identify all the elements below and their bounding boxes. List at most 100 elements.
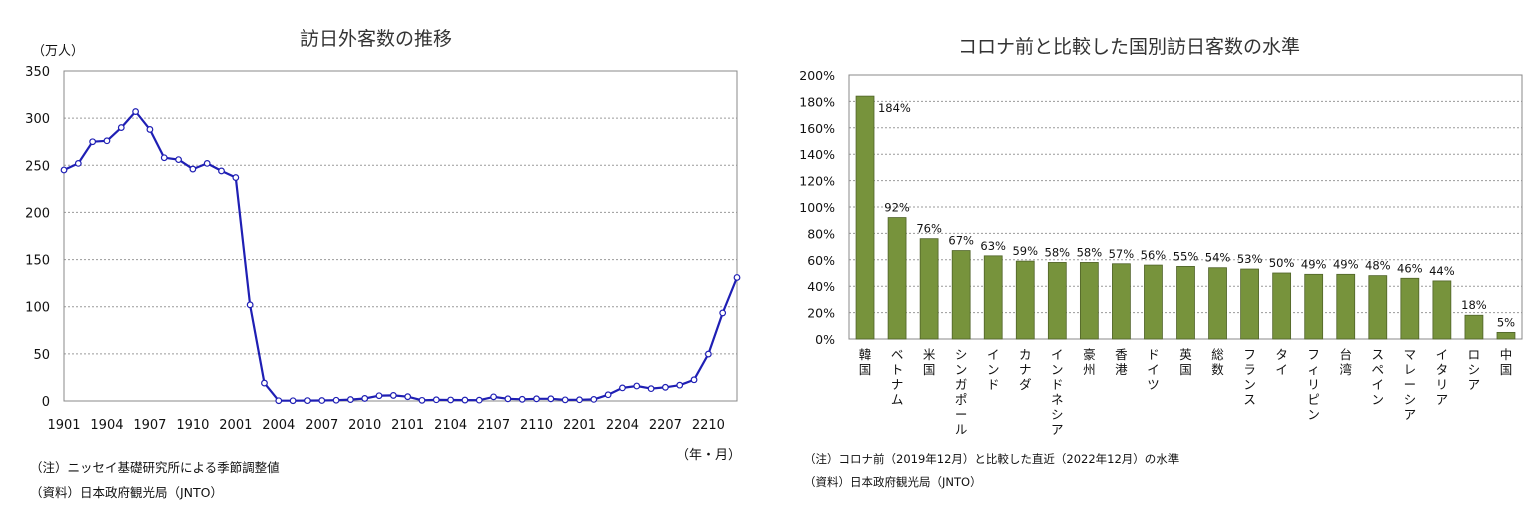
bar (1144, 264, 1163, 340)
data-label: 67% (948, 234, 974, 248)
data-point (447, 396, 455, 404)
bar (1272, 272, 1292, 340)
category-label: イタリア (1436, 347, 1449, 407)
data-point (647, 385, 655, 393)
data-point (389, 392, 397, 399)
bar (1368, 275, 1388, 340)
bar (1432, 280, 1452, 340)
y-tick-label: 300 (25, 112, 50, 127)
category-label: フランス (1243, 347, 1256, 407)
category-label: インド (987, 347, 1000, 392)
data-point (189, 165, 197, 173)
x-tick-label: 2110 (520, 418, 553, 433)
data-point (733, 274, 741, 281)
data-point (375, 392, 383, 400)
category-label: 英国 (1179, 347, 1192, 377)
right-chart-panel: コロナ前と比較した国別訪日客数の水準 0% 20% 40% 60% 80% 100% 120… (770, 0, 1537, 516)
y-tick-label: 250 (25, 159, 50, 174)
data-label: 53% (1237, 252, 1263, 266)
bar (1304, 273, 1324, 340)
y-tick-label: 350 (25, 65, 50, 80)
bar (919, 238, 939, 340)
category-label: タイ (1275, 347, 1288, 377)
data-point (633, 382, 641, 390)
y-tick-label: 0 (42, 395, 50, 410)
left-y-unit: （万人） (32, 44, 85, 59)
data-point (432, 396, 440, 404)
category-label: 中国 (1500, 347, 1513, 377)
data-label: 59% (1012, 244, 1038, 258)
data-label: 58% (1077, 245, 1103, 259)
y-tick-label: 180% (799, 94, 835, 109)
bar (983, 255, 1003, 340)
x-tick-label: 2007 (305, 418, 338, 433)
y-tick-label: 160% (799, 121, 835, 136)
data-label: 76% (916, 222, 942, 236)
y-tick-label: 50 (33, 348, 50, 363)
data-label: 63% (980, 239, 1006, 253)
data-label: 92% (884, 201, 910, 215)
bar (1208, 267, 1227, 340)
line-chart: 0 50 100 150 200 250 300 350 1901 1904 1907 1910 200… (25, 65, 741, 433)
x-tick-label: 2204 (606, 418, 639, 433)
bar (1336, 273, 1356, 340)
data-point (361, 395, 369, 402)
data-point (160, 154, 168, 162)
left-x-unit: （年・月） (676, 448, 742, 463)
category-label: 米国 (923, 347, 936, 377)
bar (1015, 260, 1035, 340)
x-tick-label: 2210 (692, 418, 725, 433)
bar (1176, 265, 1195, 340)
y-tick-label: 100 (25, 301, 50, 316)
x-tick-label: 1910 (176, 418, 209, 433)
data-point (418, 396, 426, 404)
x-tick-label: 2004 (262, 418, 295, 433)
data-point (232, 174, 240, 181)
left-chart-panel: 訪日外客数の推移 （万人） 0 50 100 150 200 250 300 350 1901 1… (0, 0, 760, 516)
data-point (590, 395, 598, 403)
y-tick-label: 100% (799, 200, 835, 215)
data-point (304, 397, 311, 405)
data-point (533, 395, 540, 403)
data-point (475, 396, 483, 404)
category-label: 台湾 (1339, 347, 1352, 377)
data-label: 49% (1333, 257, 1359, 271)
category-label: カナダ (1019, 347, 1032, 392)
data-point (289, 397, 297, 405)
right-chart-title: コロナ前と比較した国別訪日客数の水準 (958, 36, 1301, 58)
left-chart-title: 訪日外客数の推移 (300, 28, 453, 50)
data-point (690, 376, 698, 384)
data-point (218, 167, 225, 175)
data-point (103, 137, 111, 145)
data-point (619, 384, 626, 392)
x-tick-label: 2107 (477, 418, 510, 433)
data-point (490, 393, 497, 401)
data-label: 184% (878, 101, 911, 115)
data-label: 55% (1173, 249, 1199, 263)
data-label: 50% (1269, 256, 1295, 270)
y-tick-label: 120% (799, 174, 835, 189)
right-note: （注）コロナ前（2019年12月）と比較した直近（2022年12月）の水準 (804, 452, 1180, 466)
x-tick-label: 1901 (47, 418, 80, 433)
x-tick-label: 2010 (348, 418, 381, 433)
bar (855, 95, 875, 340)
bar (1079, 262, 1099, 340)
category-label: マレーシア (1404, 347, 1417, 422)
data-point (604, 391, 612, 399)
x-tick-label: 2101 (391, 418, 424, 433)
data-label: 46% (1397, 261, 1423, 275)
bar (1464, 314, 1484, 340)
category-label: 韓国 (859, 347, 872, 377)
data-point (719, 309, 727, 317)
category-label: ベトナム (891, 347, 904, 407)
y-tick-label: 60% (807, 253, 835, 268)
y-tick-label: 200 (25, 206, 50, 221)
y-tick-label: 80% (807, 226, 835, 241)
x-tick-label: 2001 (219, 418, 252, 433)
data-point (89, 138, 97, 146)
data-label: 58% (1045, 245, 1071, 259)
bar (1047, 262, 1067, 340)
data-label: 57% (1109, 247, 1135, 261)
category-label: インドネシア (1051, 347, 1064, 437)
data-point (132, 108, 139, 115)
